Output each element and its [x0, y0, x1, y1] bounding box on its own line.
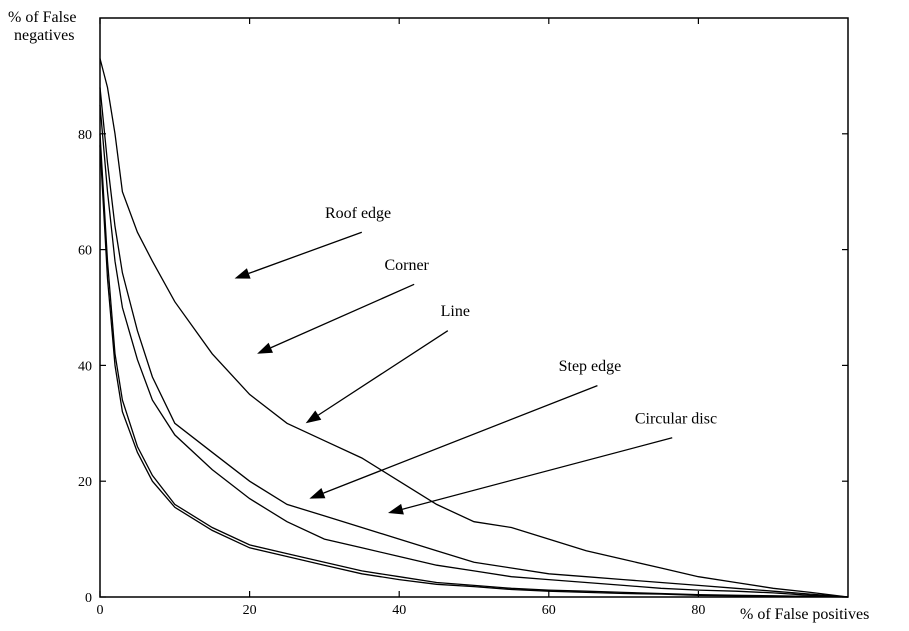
- arrowhead-circular-disc: [388, 503, 404, 515]
- y-axis-label-line2: negatives: [14, 27, 74, 44]
- y-tick-label: 80: [78, 128, 92, 143]
- arrow-line: [317, 330, 449, 416]
- arrow-step-edge: [323, 385, 598, 494]
- arrowhead-corner: [257, 342, 273, 354]
- series-line-circular-disc: [99, 145, 849, 598]
- arrowhead-roof-edge: [234, 268, 251, 279]
- x-tick-label: 20: [243, 603, 257, 618]
- x-tick-label: 0: [97, 603, 104, 618]
- y-axis-label-line1: % of False: [8, 9, 76, 26]
- x-tick-label: 60: [542, 603, 556, 618]
- series-line-line: [99, 104, 849, 598]
- x-axis-label: % of False positives: [740, 606, 869, 623]
- arrowhead-step-edge: [309, 488, 326, 499]
- series-line-step-edge: [99, 133, 849, 598]
- arrow-circular-disc: [402, 437, 673, 510]
- y-tick-label: 0: [85, 591, 92, 606]
- annotation-roof-edge: Roof edge: [325, 205, 391, 222]
- annotation-circular-disc: Circular disc: [635, 410, 717, 427]
- arrow-roof-edge: [248, 231, 363, 275]
- arrow-corner: [270, 283, 415, 349]
- series-line-corner: [99, 87, 849, 598]
- annotation-line: Line: [441, 303, 470, 320]
- y-tick-label: 40: [78, 359, 92, 374]
- x-tick-label: 40: [392, 603, 406, 618]
- annotation-corner: Corner: [384, 257, 429, 274]
- y-tick-label: 20: [78, 475, 92, 490]
- y-tick-label: 60: [78, 244, 92, 259]
- arrowhead-line: [305, 410, 322, 424]
- annotation-step-edge: Step edge: [559, 358, 622, 375]
- x-tick-label: 80: [691, 603, 705, 618]
- plot-frame: [99, 17, 849, 598]
- series-line-roof-edge: [99, 58, 849, 598]
